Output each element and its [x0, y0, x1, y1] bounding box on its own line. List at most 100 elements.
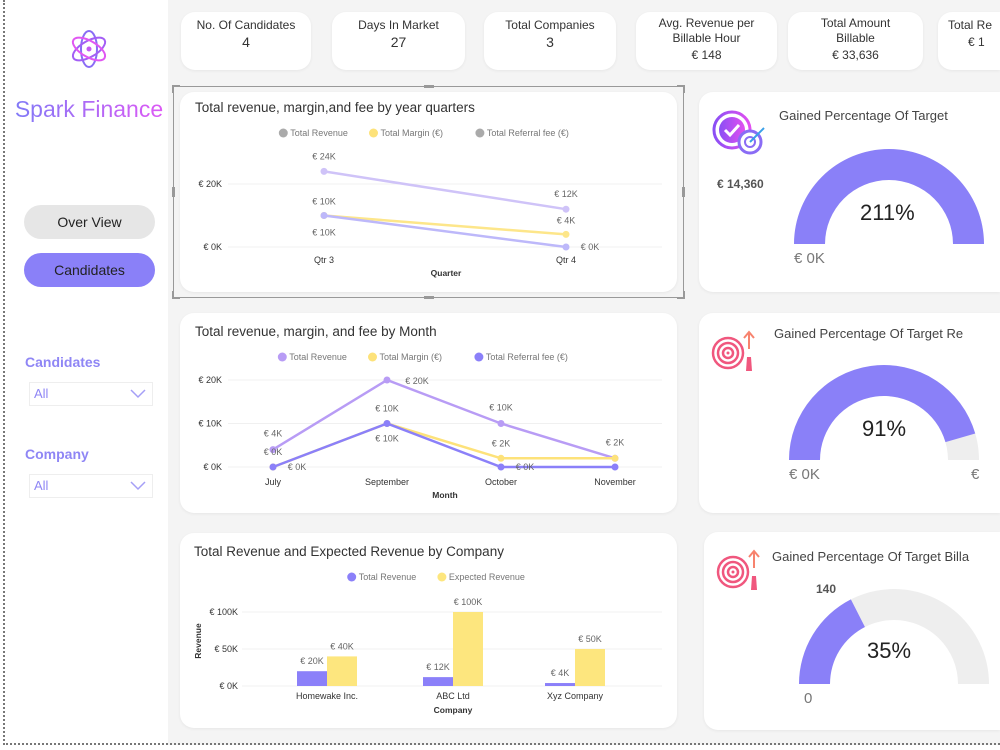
nav-overview-button[interactable]: Over View [24, 205, 155, 239]
legend-label: Total Margin (€) [381, 128, 444, 138]
bar-0 [297, 671, 327, 686]
data-point [497, 454, 505, 462]
chevron-down-icon [130, 389, 146, 399]
gauge-card-revenue[interactable]: Gained Percentage Of Target Re 91% € 0K … [699, 313, 1000, 513]
gauge-max-label: € [971, 466, 980, 483]
data-point [320, 212, 328, 219]
legend-marker [474, 352, 484, 362]
legend-marker [369, 128, 378, 138]
gauge-chart [794, 149, 984, 244]
gauge-card-billable[interactable]: Gained Percentage Of Target Billa 35% 14… [704, 532, 1000, 730]
dart-target-icon [716, 549, 760, 590]
kpi-title: Avg. Revenue per Billable Hour [658, 16, 755, 45]
series-line-2 [323, 214, 567, 249]
x-tick-label: ABC Ltd [436, 691, 470, 701]
x-tick-label: September [365, 477, 409, 487]
legend-label: Total Referral fee (€) [486, 352, 568, 362]
data-point [320, 167, 328, 175]
gauge-target-label: 140 [816, 582, 837, 596]
legend-marker [475, 128, 485, 138]
candidates-filter-label: Candidates [25, 354, 101, 370]
gauge-min-label: 0 [804, 690, 813, 707]
data-label: € 24K [312, 151, 336, 161]
gauge-title: Gained Percentage Of Target [779, 108, 948, 123]
month-chart-card[interactable]: Total revenue, margin, and fee by Month … [180, 313, 677, 513]
kpi-title: Days In Market [358, 18, 439, 32]
kpi-total-companies: Total Companies 3 [484, 12, 616, 70]
month-line-chart: Total Revenue Total Margin (€) Total Refer… [198, 352, 662, 500]
y-tick-label: € 20K [198, 375, 222, 385]
data-label: € 20K [405, 376, 429, 386]
gauge-title: Gained Percentage Of Target Re [774, 326, 964, 341]
gauge-min-label: € 0K [789, 466, 820, 483]
kpi-value: € 33,636 [832, 48, 879, 62]
legend-label: Total Referral fee (€) [487, 128, 569, 138]
data-label: € 10K [312, 228, 336, 238]
x-tick-label: November [594, 477, 636, 487]
nav-candidates-button[interactable]: Candidates [24, 253, 155, 287]
company-bar-chart: Total Revenue Expected Revenue € 0K € 50K € … [193, 572, 662, 715]
x-axis-title: Quarter [431, 268, 462, 278]
gauge-target-label: € 14,360 [717, 177, 764, 191]
bar-1 [453, 612, 483, 686]
legend-label: Total Revenue [289, 352, 347, 362]
data-label: € 2K [492, 438, 511, 448]
data-label: € 12K [426, 662, 450, 672]
kpi-title: Total Amount Billable [820, 16, 891, 45]
x-tick-label: Homewake Inc. [296, 691, 358, 701]
dart-target-icon [711, 330, 755, 371]
legend-marker [368, 352, 377, 362]
chart-title: Total Revenue and Expected Revenue by Co… [194, 544, 504, 559]
kpi-days-in-market: Days In Market 27 [332, 12, 465, 70]
kpi-title: Total Companies [505, 18, 595, 32]
data-point [562, 230, 570, 238]
x-tick-label: October [485, 477, 517, 487]
gauge-chart [799, 589, 989, 684]
data-point [269, 463, 277, 471]
legend-marker [277, 352, 287, 362]
quarter-line-chart: Total Revenue Total Margin (€) Total Refer… [198, 128, 662, 278]
gauge-card-target[interactable]: Gained Percentage Of Target 211% € 14,36… [699, 92, 1000, 292]
company-filter-dropdown[interactable]: All [29, 474, 153, 498]
legend-marker [437, 572, 447, 582]
data-label: € 0K [288, 462, 307, 472]
y-tick-label: € 100K [209, 607, 238, 617]
candidates-filter-dropdown[interactable]: All [29, 382, 153, 406]
gauge-chart [789, 364, 979, 460]
series-line-1 [323, 214, 567, 236]
data-label: € 50K [578, 634, 602, 644]
data-label: € 12K [554, 189, 578, 199]
data-label: € 2K [606, 437, 625, 447]
x-tick-label: July [265, 477, 282, 487]
data-label: € 10K [312, 197, 336, 207]
y-axis-title: Revenue [193, 623, 203, 659]
y-tick-label: € 0K [219, 681, 238, 691]
company-chart-card[interactable]: Total Revenue and Expected Revenue by Co… [180, 533, 677, 728]
x-tick-label: Qtr 3 [314, 255, 334, 265]
quarter-chart-card[interactable]: Total revenue, margin,and fee by year qu… [180, 92, 677, 292]
data-point [562, 205, 570, 213]
x-tick-label: Qtr 4 [556, 255, 576, 265]
check-target-icon [712, 110, 765, 155]
legend-label: Total Revenue [359, 572, 417, 582]
data-label: € 40K [330, 641, 354, 651]
chevron-down-icon [130, 481, 146, 491]
legend-marker [278, 128, 288, 138]
legend-label: Total Margin (€) [380, 352, 443, 362]
x-axis-title: Month [432, 490, 458, 500]
legend-label: Expected Revenue [449, 572, 525, 582]
y-tick-label: € 50K [214, 644, 238, 654]
gauge-fill [799, 599, 865, 684]
data-point [497, 420, 505, 427]
kpi-value: 4 [242, 34, 250, 50]
chart-title: Total revenue, margin, and fee by Month [195, 324, 437, 339]
legend-label: Total Revenue [290, 128, 348, 138]
data-point [497, 463, 505, 471]
gauge-fill [794, 149, 984, 244]
chart-title: Total revenue, margin,and fee by year qu… [195, 100, 475, 115]
bar-1 [327, 656, 357, 686]
data-point [611, 454, 619, 462]
gauge-value: 211% [860, 200, 915, 225]
gauge-title: Gained Percentage Of Target Billa [772, 549, 970, 564]
gauge-fill [789, 364, 976, 460]
